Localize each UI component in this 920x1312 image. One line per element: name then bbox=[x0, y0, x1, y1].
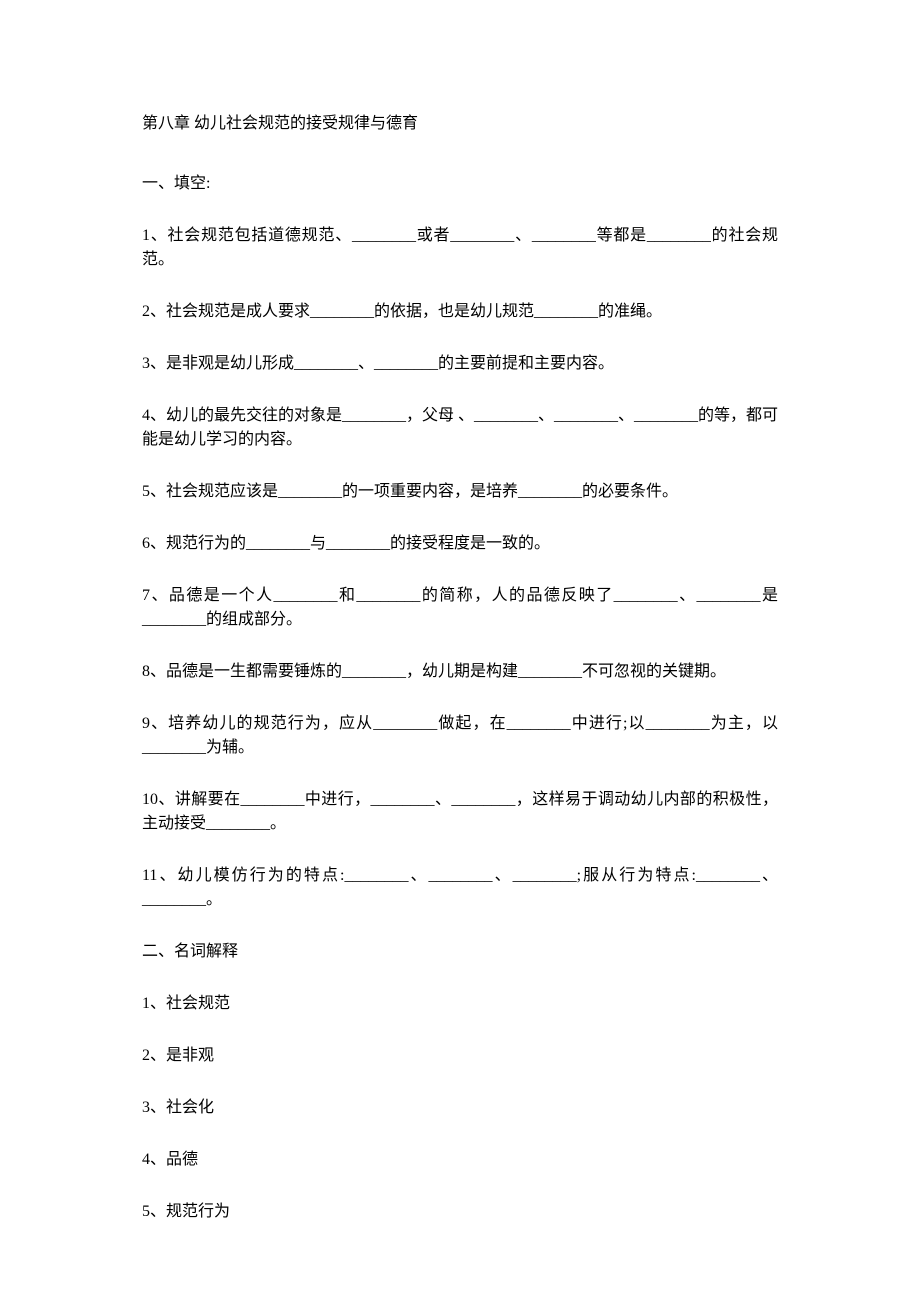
fill-blank-q3: 3、是非观是幼儿形成________、________的主要前提和主要内容。 bbox=[142, 352, 778, 376]
chapter-title: 第八章 幼儿社会规范的接受规律与德育 bbox=[142, 112, 778, 136]
fill-blank-q11: 11、幼儿模仿行为的特点:________、________、________;… bbox=[142, 864, 778, 912]
fill-blank-q8: 8、品德是一生都需要锤炼的________，幼儿期是构建________不可忽视… bbox=[142, 660, 778, 684]
fill-blank-q6: 6、规范行为的________与________的接受程度是一致的。 bbox=[142, 532, 778, 556]
fill-blank-q7: 7、品德是一个人________和________的简称，人的品德反映了____… bbox=[142, 584, 778, 632]
term-1: 1、社会规范 bbox=[142, 992, 778, 1016]
term-2: 2、是非观 bbox=[142, 1044, 778, 1068]
fill-blank-q5: 5、社会规范应该是________的一项重要内容，是培养________的必要条… bbox=[142, 480, 778, 504]
fill-blank-q9: 9、培养幼儿的规范行为，应从________做起，在________中进行;以_… bbox=[142, 712, 778, 760]
section-1-heading: 一、填空: bbox=[142, 172, 778, 196]
section-2-heading: 二、名词解释 bbox=[142, 940, 778, 964]
term-5: 5、规范行为 bbox=[142, 1200, 778, 1224]
fill-blank-q4: 4、幼儿的最先交往的对象是________，父母 、________、_____… bbox=[142, 404, 778, 452]
fill-blank-q1: 1、社会规范包括道德规范、________或者________、________… bbox=[142, 224, 778, 272]
fill-blank-q2: 2、社会规范是成人要求________的依据，也是幼儿规范________的准绳… bbox=[142, 300, 778, 324]
term-4: 4、品德 bbox=[142, 1148, 778, 1172]
term-3: 3、社会化 bbox=[142, 1096, 778, 1120]
fill-blank-q10: 10、讲解要在________中进行，________、________，这样易… bbox=[142, 788, 778, 836]
